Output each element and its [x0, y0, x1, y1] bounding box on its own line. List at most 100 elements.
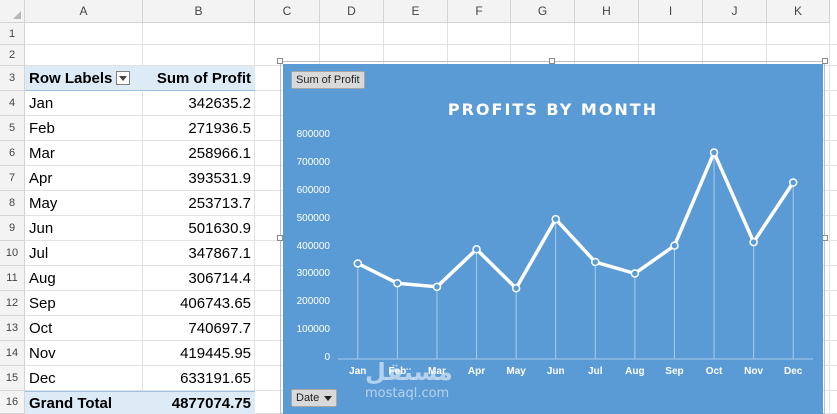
data-point[interactable]: [511, 284, 521, 293]
row-header-3[interactable]: 3: [0, 66, 25, 91]
column-header-e[interactable]: E: [384, 0, 448, 23]
data-point[interactable]: [432, 282, 442, 292]
data-point[interactable]: [472, 245, 481, 254]
data-point[interactable]: [551, 214, 560, 224]
column-header-a[interactable]: A: [25, 0, 143, 23]
pivot-row-label[interactable]: Sep: [25, 291, 143, 316]
pivot-row-value[interactable]: 253713.7: [143, 191, 255, 216]
row-header-8[interactable]: 8: [0, 191, 25, 216]
y-tick-label: 300000: [296, 268, 330, 280]
pivot-row-value[interactable]: 740697.7: [143, 316, 255, 341]
pivot-row-label[interactable]: Aug: [25, 266, 143, 291]
series-line[interactable]: [357, 150, 795, 291]
filter-dropdown-icon[interactable]: [116, 71, 131, 85]
plot-area: [338, 148, 813, 360]
x-tick-label: Apr: [467, 366, 486, 377]
pivot-grand-total-value[interactable]: 4877074.75: [143, 391, 255, 414]
column-header-j[interactable]: J: [703, 0, 767, 23]
pivot-row-label-text: Oct: [29, 320, 53, 337]
column-header-f[interactable]: F: [448, 0, 511, 23]
pivot-row-label-text: Jul: [29, 245, 49, 262]
pivot-chart[interactable]: Sum of Profit PROFITS BY MONTH 0 100000 20…: [283, 64, 823, 414]
data-point[interactable]: [393, 278, 402, 288]
pivot-row-value[interactable]: 406743.65: [143, 291, 255, 316]
pivot-row-value[interactable]: 501630.9: [143, 216, 255, 241]
x-tick-label: Feb: [388, 366, 407, 377]
pivot-row-value-text: 501630.9: [188, 220, 251, 237]
pivot-row-label[interactable]: Apr: [25, 166, 143, 191]
data-point[interactable]: [591, 257, 600, 267]
row-header-14[interactable]: 14: [0, 341, 25, 366]
pivot-row-label[interactable]: Mar: [25, 141, 143, 166]
row-header-1[interactable]: 1: [0, 23, 25, 45]
pivot-row-label[interactable]: Oct: [25, 316, 143, 341]
pivot-row-value[interactable]: 306714.4: [143, 266, 255, 291]
pivot-row-value[interactable]: 633191.65: [143, 366, 255, 391]
x-tick-label: Oct: [705, 366, 723, 377]
pivot-row-label-text: May: [29, 195, 58, 212]
row-header-6[interactable]: 6: [0, 141, 25, 166]
column-header-h[interactable]: H: [575, 0, 639, 23]
column-header-i[interactable]: I: [639, 0, 703, 23]
pivot-row-value[interactable]: 393531.9: [143, 166, 255, 191]
x-tick-label: Dec: [784, 366, 803, 377]
pivot-row-label[interactable]: Nov: [25, 341, 143, 366]
data-point[interactable]: [353, 259, 363, 268]
pivot-grand-total-label[interactable]: Grand Total: [25, 391, 143, 414]
pivot-row-label-text: Apr: [29, 170, 53, 187]
row-header-5[interactable]: 5: [0, 116, 25, 141]
pivot-row-value-text: 740697.7: [188, 320, 251, 337]
column-header-c[interactable]: C: [255, 0, 320, 23]
row-header-10[interactable]: 10: [0, 241, 25, 266]
column-header-g[interactable]: G: [511, 0, 575, 23]
watermark-arabic: مستقل: [365, 358, 453, 386]
pivot-row-label[interactable]: Jan: [25, 91, 143, 116]
data-point[interactable]: [630, 269, 640, 278]
y-tick-label: 200000: [296, 296, 330, 308]
data-point[interactable]: [709, 148, 719, 157]
resize-handle[interactable]: [549, 58, 555, 64]
select-all-corner[interactable]: [0, 0, 25, 23]
chart-title[interactable]: PROFITS BY MONTH: [447, 100, 659, 119]
pivot-row-value[interactable]: 258966.1: [143, 141, 255, 166]
row-header-16[interactable]: 16: [0, 391, 25, 414]
row-header-12[interactable]: 12: [0, 291, 25, 316]
pivot-row-label[interactable]: May: [25, 191, 143, 216]
sum-of-profit-field-button[interactable]: Sum of Profit: [291, 71, 365, 89]
field-button-label: Sum of Profit: [296, 74, 360, 86]
resize-handle[interactable]: [277, 235, 283, 241]
row-header-7[interactable]: 7: [0, 166, 25, 191]
column-header-k[interactable]: K: [767, 0, 830, 23]
pivot-row-label[interactable]: Feb: [25, 116, 143, 141]
data-point[interactable]: [788, 178, 798, 187]
data-point[interactable]: [749, 237, 758, 247]
y-tick-label: 700000: [296, 156, 330, 168]
pivot-header-sum-of-profit[interactable]: Sum of Profit: [143, 66, 255, 91]
pivot-row-label[interactable]: Jun: [25, 216, 143, 241]
pivot-header-row-labels[interactable]: Row Labels: [25, 66, 143, 91]
x-tick-label: Jan: [349, 366, 367, 377]
row-header-11[interactable]: 11: [0, 266, 25, 291]
resize-handle[interactable]: [277, 58, 283, 64]
column-header-b[interactable]: B: [143, 0, 255, 23]
row-header-15[interactable]: 15: [0, 366, 25, 391]
row-header-13[interactable]: 13: [0, 316, 25, 341]
watermark-latin: mostaql.com: [365, 386, 450, 401]
row-header-2[interactable]: 2: [0, 45, 25, 66]
pivot-row-value-text: 306714.4: [188, 270, 251, 287]
pivot-row-label[interactable]: Dec: [25, 366, 143, 391]
data-point[interactable]: [670, 241, 679, 250]
gridline-vertical: [142, 23, 143, 414]
pivot-row-value[interactable]: 271936.5: [143, 116, 255, 141]
date-field-button[interactable]: Date: [291, 389, 338, 407]
column-header-d[interactable]: D: [320, 0, 384, 23]
row-header-9[interactable]: 9: [0, 216, 25, 241]
pivot-row-label-text: Mar: [29, 145, 55, 162]
x-tick-label: Mar: [428, 366, 446, 377]
pivot-row-value[interactable]: 342635.2: [143, 91, 255, 116]
pivot-row-label[interactable]: Jul: [25, 241, 143, 266]
pivot-row-value[interactable]: 419445.95: [143, 341, 255, 366]
row-header-4[interactable]: 4: [0, 91, 25, 116]
pivot-row-value[interactable]: 347867.1: [143, 241, 255, 266]
resize-handle[interactable]: [822, 58, 828, 64]
